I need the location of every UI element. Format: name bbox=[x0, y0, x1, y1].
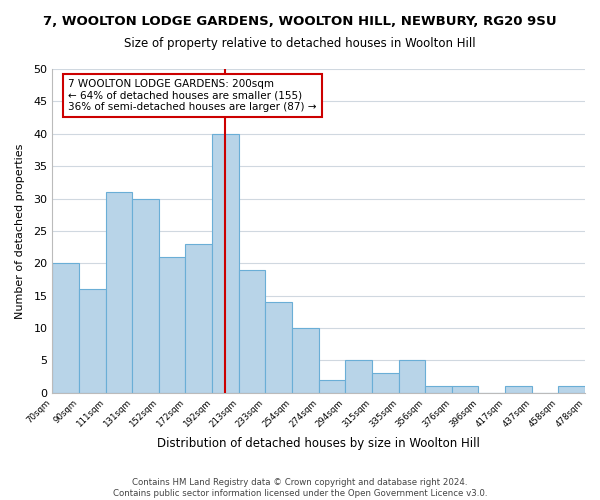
Bar bbox=[398, 360, 425, 393]
X-axis label: Distribution of detached houses by size in Woolton Hill: Distribution of detached houses by size … bbox=[157, 437, 480, 450]
Bar bbox=[265, 302, 292, 393]
Bar bbox=[52, 264, 79, 393]
Bar bbox=[425, 386, 452, 393]
Bar bbox=[159, 257, 185, 393]
Bar bbox=[452, 386, 478, 393]
Text: Contains HM Land Registry data © Crown copyright and database right 2024.
Contai: Contains HM Land Registry data © Crown c… bbox=[113, 478, 487, 498]
Y-axis label: Number of detached properties: Number of detached properties bbox=[15, 143, 25, 318]
Text: 7, WOOLTON LODGE GARDENS, WOOLTON HILL, NEWBURY, RG20 9SU: 7, WOOLTON LODGE GARDENS, WOOLTON HILL, … bbox=[43, 15, 557, 28]
Bar bbox=[372, 374, 398, 393]
Text: Size of property relative to detached houses in Woolton Hill: Size of property relative to detached ho… bbox=[124, 38, 476, 51]
Bar bbox=[106, 192, 132, 393]
Bar bbox=[132, 198, 159, 393]
Bar bbox=[239, 270, 265, 393]
Bar bbox=[319, 380, 345, 393]
Bar bbox=[345, 360, 372, 393]
Text: 7 WOOLTON LODGE GARDENS: 200sqm
← 64% of detached houses are smaller (155)
36% o: 7 WOOLTON LODGE GARDENS: 200sqm ← 64% of… bbox=[68, 78, 317, 112]
Bar bbox=[185, 244, 212, 393]
Bar bbox=[505, 386, 532, 393]
Bar bbox=[79, 289, 106, 393]
Bar bbox=[559, 386, 585, 393]
Bar bbox=[292, 328, 319, 393]
Bar bbox=[212, 134, 239, 393]
